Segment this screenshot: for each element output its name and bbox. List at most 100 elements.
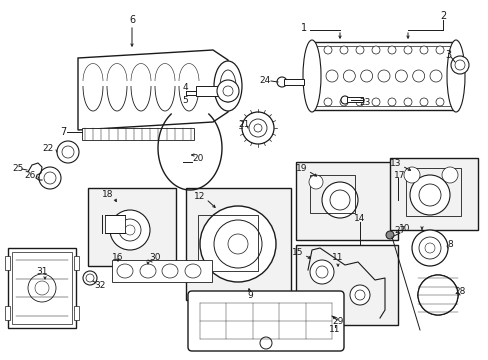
Text: 24: 24	[259, 76, 270, 85]
Circle shape	[324, 46, 331, 54]
Circle shape	[125, 225, 135, 235]
Text: 25: 25	[12, 163, 23, 172]
Text: 8: 8	[446, 239, 452, 248]
Circle shape	[227, 234, 247, 254]
Circle shape	[403, 98, 411, 106]
Circle shape	[321, 182, 357, 218]
Circle shape	[339, 98, 347, 106]
Circle shape	[418, 184, 440, 206]
Circle shape	[223, 86, 232, 96]
Bar	[185, 188, 290, 300]
Bar	[5, 306, 10, 320]
Bar	[295, 245, 397, 325]
Circle shape	[339, 46, 347, 54]
Text: 11: 11	[331, 253, 343, 262]
Text: 32: 32	[94, 280, 105, 289]
Text: 7: 7	[60, 127, 66, 137]
Text: 10: 10	[398, 224, 410, 233]
Text: 21: 21	[238, 120, 249, 129]
Circle shape	[409, 175, 449, 215]
Bar	[309, 175, 354, 213]
Circle shape	[387, 98, 395, 106]
Text: 4: 4	[182, 82, 187, 91]
Bar	[309, 42, 457, 110]
Text: 2: 2	[439, 11, 445, 21]
Circle shape	[394, 70, 407, 82]
Ellipse shape	[446, 40, 464, 112]
Circle shape	[214, 220, 262, 268]
Circle shape	[387, 46, 395, 54]
Text: 1: 1	[300, 23, 306, 33]
Bar	[88, 188, 176, 266]
Text: 20: 20	[192, 153, 203, 162]
Text: 22: 22	[42, 144, 54, 153]
Circle shape	[385, 231, 393, 239]
Circle shape	[411, 230, 447, 266]
Text: 19: 19	[296, 163, 307, 172]
Bar	[284, 79, 304, 85]
Bar	[389, 158, 477, 230]
Text: 12: 12	[194, 192, 205, 201]
FancyBboxPatch shape	[187, 291, 343, 351]
Text: 16: 16	[112, 253, 123, 262]
Circle shape	[329, 190, 349, 210]
Text: 28: 28	[453, 288, 465, 297]
Circle shape	[454, 60, 464, 70]
Circle shape	[441, 167, 457, 183]
Bar	[74, 256, 79, 270]
Circle shape	[371, 46, 379, 54]
Bar	[313, 46, 453, 106]
Bar	[405, 168, 460, 216]
Circle shape	[424, 282, 450, 308]
Bar	[112, 260, 212, 282]
Circle shape	[325, 70, 337, 82]
Circle shape	[429, 70, 441, 82]
Circle shape	[242, 112, 273, 144]
Circle shape	[360, 70, 372, 82]
Bar	[5, 256, 10, 270]
Circle shape	[28, 274, 56, 302]
Text: 23: 23	[359, 98, 370, 107]
Text: 31: 31	[36, 267, 48, 276]
Circle shape	[315, 266, 327, 278]
Circle shape	[354, 290, 364, 300]
Circle shape	[200, 206, 275, 282]
Bar	[295, 162, 397, 240]
Ellipse shape	[214, 61, 242, 111]
Circle shape	[417, 275, 457, 315]
Circle shape	[35, 281, 49, 295]
Circle shape	[83, 271, 97, 285]
Bar	[74, 306, 79, 320]
Bar	[8, 248, 76, 328]
Text: 18: 18	[102, 189, 114, 198]
Circle shape	[424, 243, 434, 253]
Text: 6: 6	[129, 15, 135, 25]
Circle shape	[412, 70, 424, 82]
Text: 26: 26	[24, 171, 36, 180]
Circle shape	[355, 46, 363, 54]
Text: 30: 30	[149, 253, 161, 262]
Circle shape	[57, 141, 79, 163]
Bar	[82, 128, 194, 140]
Circle shape	[110, 210, 150, 250]
Circle shape	[419, 46, 427, 54]
Bar	[12, 252, 72, 324]
Circle shape	[450, 56, 468, 74]
Ellipse shape	[220, 70, 236, 102]
Bar	[346, 97, 362, 102]
Text: 14: 14	[354, 213, 365, 222]
Circle shape	[309, 260, 333, 284]
Circle shape	[418, 237, 440, 259]
Circle shape	[119, 219, 141, 241]
Ellipse shape	[303, 40, 320, 112]
Ellipse shape	[184, 264, 201, 278]
Circle shape	[417, 275, 457, 315]
Circle shape	[435, 98, 443, 106]
Circle shape	[349, 285, 369, 305]
Bar	[105, 215, 125, 233]
Text: 5: 5	[182, 95, 187, 104]
Circle shape	[276, 77, 286, 87]
Text: 29: 29	[332, 318, 343, 327]
Circle shape	[217, 80, 239, 102]
Circle shape	[403, 167, 419, 183]
